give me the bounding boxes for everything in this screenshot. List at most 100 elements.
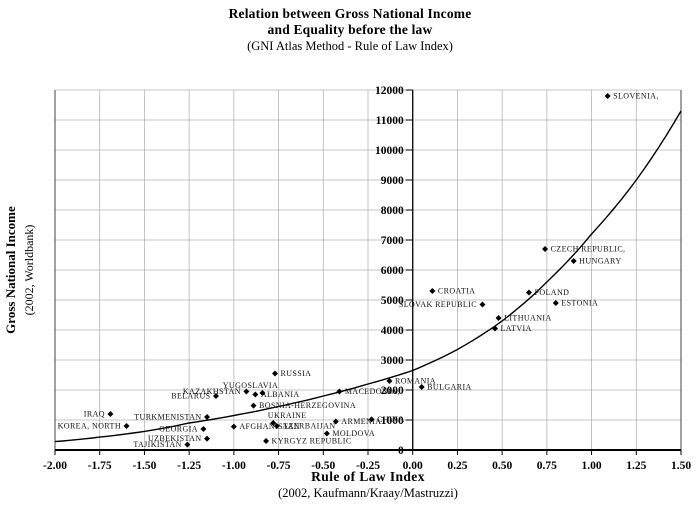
data-point-label-latvia: LATVIA — [500, 324, 531, 333]
data-point-label-estonia: ESTONIA — [561, 299, 598, 308]
data-point-label-slovenia: SLOVENIA, — [613, 92, 659, 101]
data-point-marker-slovak-republic — [479, 301, 486, 308]
y-tick-label: 3000 — [381, 355, 404, 367]
data-point-marker-afghanistan — [230, 423, 237, 430]
y-tick-label: 4000 — [381, 325, 404, 337]
x-tick-label: 0.00 — [403, 460, 423, 472]
data-point-label-russia: RUSSIA — [280, 369, 311, 378]
data-point-marker-georgia — [200, 426, 207, 432]
data-point-label-hungary: HUNGARY — [579, 257, 621, 266]
data-point-marker-moldova — [323, 430, 330, 437]
data-point-marker-macedonia — [336, 388, 343, 395]
data-point-marker-russia — [271, 370, 278, 377]
data-point-label-romania: ROMANIA — [395, 377, 436, 386]
data-point-marker-china — [368, 416, 375, 423]
x-tick-label: -2.00 — [43, 460, 67, 472]
data-point-marker-croatia — [429, 288, 436, 294]
x-tick-label: -1.50 — [132, 460, 156, 472]
data-point-marker-ukraine — [270, 420, 277, 426]
data-point-label-czech-republic: CZECH REPUBLIC, — [551, 245, 626, 254]
y-tick-label: 9000 — [381, 175, 404, 187]
data-point-label-yugoslavia: YUGOSLAVIA — [223, 381, 278, 390]
data-point-label-moldova: MOLDOVA — [332, 429, 375, 438]
y-tick-label: 7000 — [381, 235, 404, 247]
data-point-label-lithuania: LITHUANIA — [504, 314, 552, 323]
x-tick-label: -0.25 — [356, 460, 380, 472]
x-axis-title: Rule of Law Index — [311, 469, 425, 484]
data-point-marker-belarus — [212, 393, 219, 399]
data-point-label-china: CHINA — [377, 415, 404, 424]
y-tick-label: 11000 — [376, 115, 404, 127]
data-point-label-bulgaria: BULGARIA — [427, 383, 472, 392]
data-point-label-azerbaijan: AZERBAIJAN — [282, 422, 335, 431]
x-tick-label: -0.50 — [311, 460, 335, 472]
data-point-label-armenia: ARMENIA — [341, 417, 381, 426]
x-tick-label: 1.00 — [582, 460, 602, 472]
data-point-marker-iraq — [107, 411, 114, 417]
x-tick-label: -1.25 — [177, 460, 201, 472]
y-tick-label: 12000 — [375, 85, 404, 97]
data-point-marker-yugoslavia — [259, 390, 266, 396]
data-point-label-korea-north: KOREA, NORTH — [58, 422, 121, 431]
data-point-marker-albania — [252, 391, 259, 398]
x-axis-title-block: Rule of Law Index (2002, Kaufmann/Kraay/… — [55, 468, 681, 502]
x-tick-label: -1.75 — [88, 460, 112, 472]
x-tick-label: 0.75 — [537, 460, 557, 472]
trend-curve — [54, 110, 682, 443]
data-point-marker-estonia — [552, 300, 559, 306]
data-point-marker-korea-north — [123, 423, 130, 429]
data-point-marker-bosnia-herzegovina — [250, 402, 257, 409]
y-tick-label: 2000 — [381, 385, 404, 397]
data-point-label-tajikistan: TAJIKISTAN — [133, 440, 182, 449]
x-tick-label: -1.00 — [222, 460, 246, 472]
data-point-label-turkmenistan: TURKMENISTAN — [134, 413, 201, 422]
y-tick-label: 6000 — [381, 265, 404, 277]
y-tick-label: 1000 — [381, 415, 404, 427]
data-point-marker-tajikistan — [184, 441, 191, 448]
data-point-label-albania: ALBANIA — [261, 390, 300, 399]
data-point-label-ukraine: UKRAINE — [268, 411, 307, 420]
data-point-marker-turkmenistan — [204, 414, 211, 420]
data-point-marker-uzbekistan — [204, 435, 211, 442]
chart-subtitle: (GNI Atlas Method - Rule of Law Index) — [247, 39, 453, 53]
data-point-label-kyrgyz-republic: KYRGYZ REPUBLIC — [272, 437, 352, 446]
y-tick-label: 5000 — [381, 295, 404, 307]
data-point-label-kazakhstan: KAZAKHSTAN — [183, 387, 241, 396]
data-point-label-poland: POLAND — [534, 288, 569, 297]
data-point-label-macedonia: MACEDONIA, — [345, 387, 400, 396]
data-point-marker-romania — [386, 378, 393, 384]
data-point-marker-bulgaria — [418, 384, 425, 390]
data-point-marker-kyrgyz-republic — [263, 438, 270, 444]
data-point-label-bosnia-herzegovina: BOSNIA-HERZEGOVINA — [259, 401, 356, 410]
x-tick-label: 0.50 — [492, 460, 512, 472]
x-tick-label: 1.50 — [671, 460, 691, 472]
y-tick-label: 8000 — [381, 205, 404, 217]
data-point-label-uzbekistan: UZBEKISTAN — [148, 434, 202, 443]
data-point-label-slovak-republic: SLOVAK REPUBLIC — [399, 300, 477, 309]
data-point-marker-armenia — [332, 418, 339, 425]
x-tick-label: 1.25 — [626, 460, 646, 472]
data-point-marker-slovenia — [604, 93, 611, 99]
data-point-marker-czech-republic — [542, 246, 549, 252]
x-tick-label: -0.75 — [267, 460, 291, 472]
data-point-marker-hungary — [570, 258, 577, 264]
y-tick-label: 0 — [398, 445, 404, 457]
y-tick-label: 10000 — [375, 145, 404, 157]
chart-title-line2: and Equality before the law — [267, 22, 433, 37]
x-tick-label: 0.25 — [447, 460, 467, 472]
data-point-label-iraq: IRAQ — [84, 410, 105, 419]
data-point-label-afghanistan: AFGHANISTAN — [239, 422, 300, 431]
data-point-marker-lithuania — [495, 315, 502, 321]
data-point-marker-azerbaijan — [273, 423, 280, 429]
data-point-marker-kazakhstan — [243, 388, 250, 395]
chart-title-block: Relation between Gross National Income a… — [0, 6, 700, 54]
data-point-marker-poland — [525, 289, 532, 296]
data-point-label-georgia: GEORGIA — [159, 425, 198, 434]
data-point-label-croatia: CROATIA — [438, 287, 475, 296]
chart-title-line1: Relation between Gross National Income — [228, 6, 472, 21]
data-point-label-belarus: BELARUS — [171, 392, 210, 401]
data-point-marker-latvia — [491, 325, 498, 332]
x-axis-source: (2002, Kaufmann/Kraay/Mastruzzi) — [278, 486, 458, 500]
